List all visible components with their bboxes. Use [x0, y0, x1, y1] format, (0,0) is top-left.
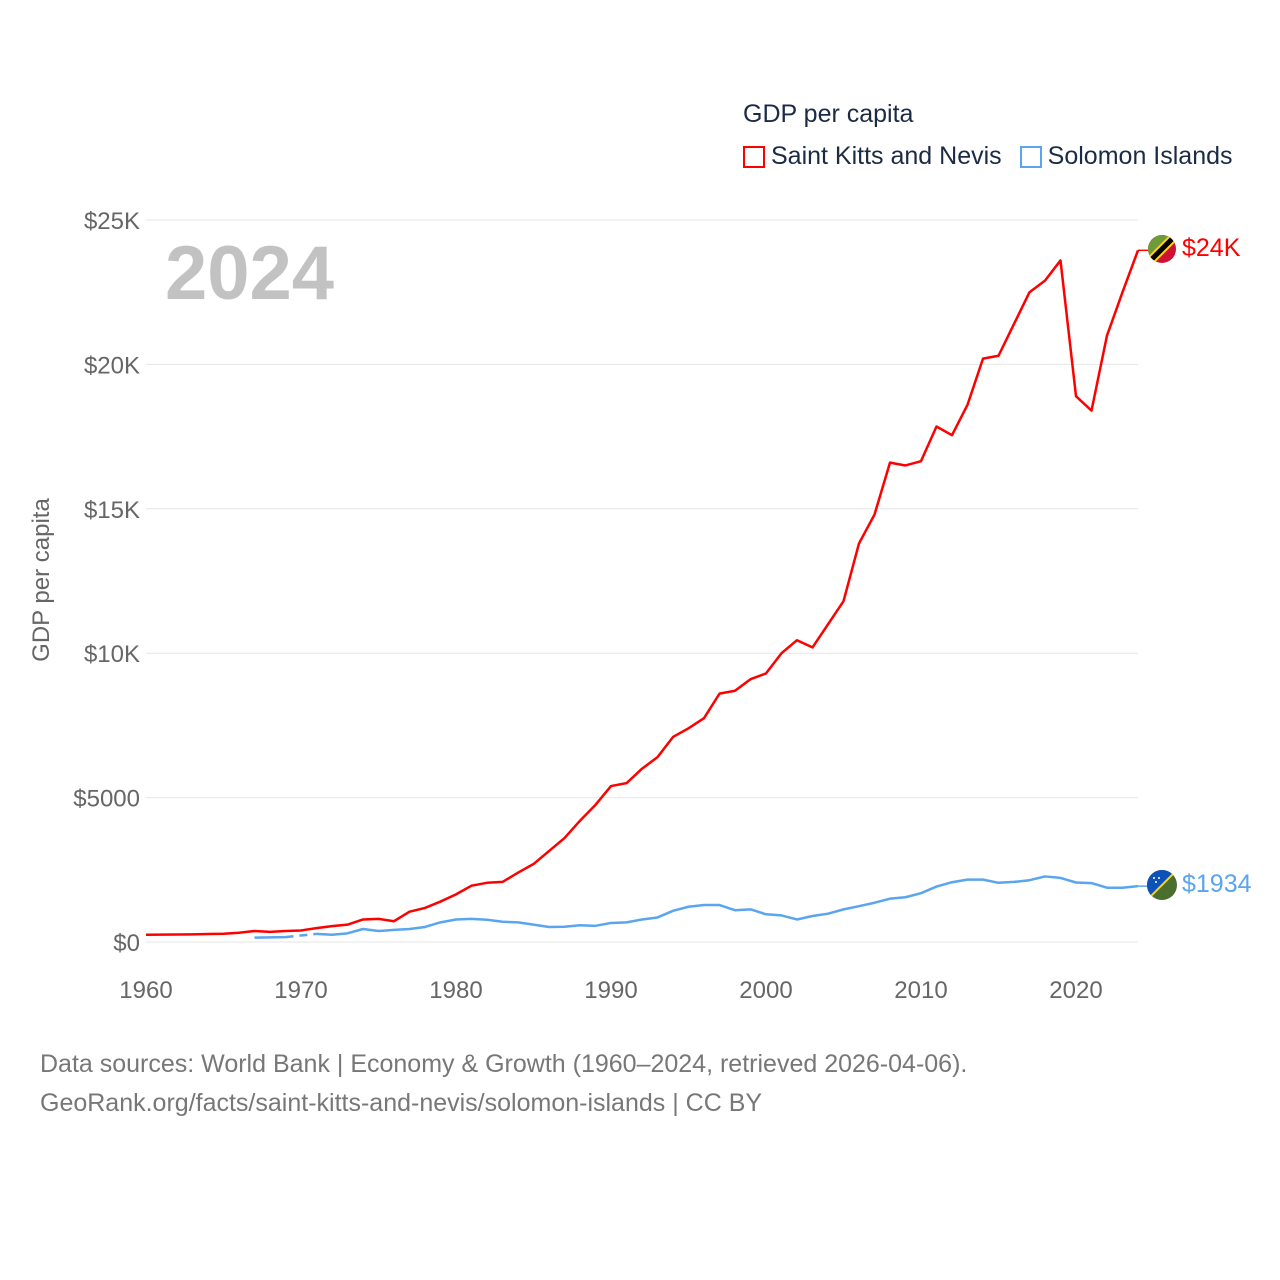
saint-kitts-flag-icon [1148, 235, 1176, 263]
saint-kitts-line [145, 249, 1140, 937]
end-label-saint-kitts: $24K [1182, 234, 1241, 262]
legend-item-solomon-islands[interactable]: Solomon Islands [1019, 142, 1233, 171]
y-tick-label: $25K [84, 208, 140, 235]
solomon-islands-flag-icon [1147, 870, 1177, 900]
solomon-islands-line-gap [285, 932, 317, 939]
source-line: Data sources: World Bank | Economy & Gro… [40, 1050, 968, 1078]
y-axis-label: GDP per capita [28, 498, 55, 662]
solomon-islands-line [254, 935, 286, 939]
legend: Saint Kitts and Nevis Solomon Islands [743, 142, 1233, 171]
x-tick-label: 1980 [429, 977, 482, 1004]
x-tick-label: 1970 [274, 977, 327, 1004]
y-tick-label: $5000 [73, 786, 140, 813]
year-display: 2024 [165, 231, 335, 316]
x-tick-label: 1960 [119, 977, 172, 1004]
footer-source: Data sources: World Bank | Economy & Gro… [40, 1045, 967, 1123]
legend-swatch [743, 145, 765, 168]
x-tick-label: 2020 [1049, 977, 1102, 1004]
legend-item-saint-kitts[interactable]: Saint Kitts and Nevis [743, 142, 1002, 171]
y-tick-label: $20K [84, 352, 140, 379]
x-tick-label: 2010 [894, 977, 947, 1004]
y-tick-label: $10K [84, 641, 140, 668]
legend-label: Saint Kitts and Nevis [771, 142, 1002, 170]
end-label-solomon-islands: $1934 [1182, 870, 1252, 898]
legend-swatch [1019, 145, 1042, 168]
y-tick-label: $15K [84, 497, 140, 524]
source-url[interactable]: GeoRank.org/facts/saint-kitts-and-nevis/… [40, 1089, 763, 1117]
x-tick-label: 1990 [584, 977, 637, 1004]
x-tick-label: 2000 [739, 977, 792, 1004]
legend-title: GDP per capita [743, 100, 914, 128]
solomon-islands-line [316, 875, 1139, 937]
legend-label: Solomon Islands [1047, 142, 1233, 170]
y-tick-label: $0 [113, 930, 140, 957]
